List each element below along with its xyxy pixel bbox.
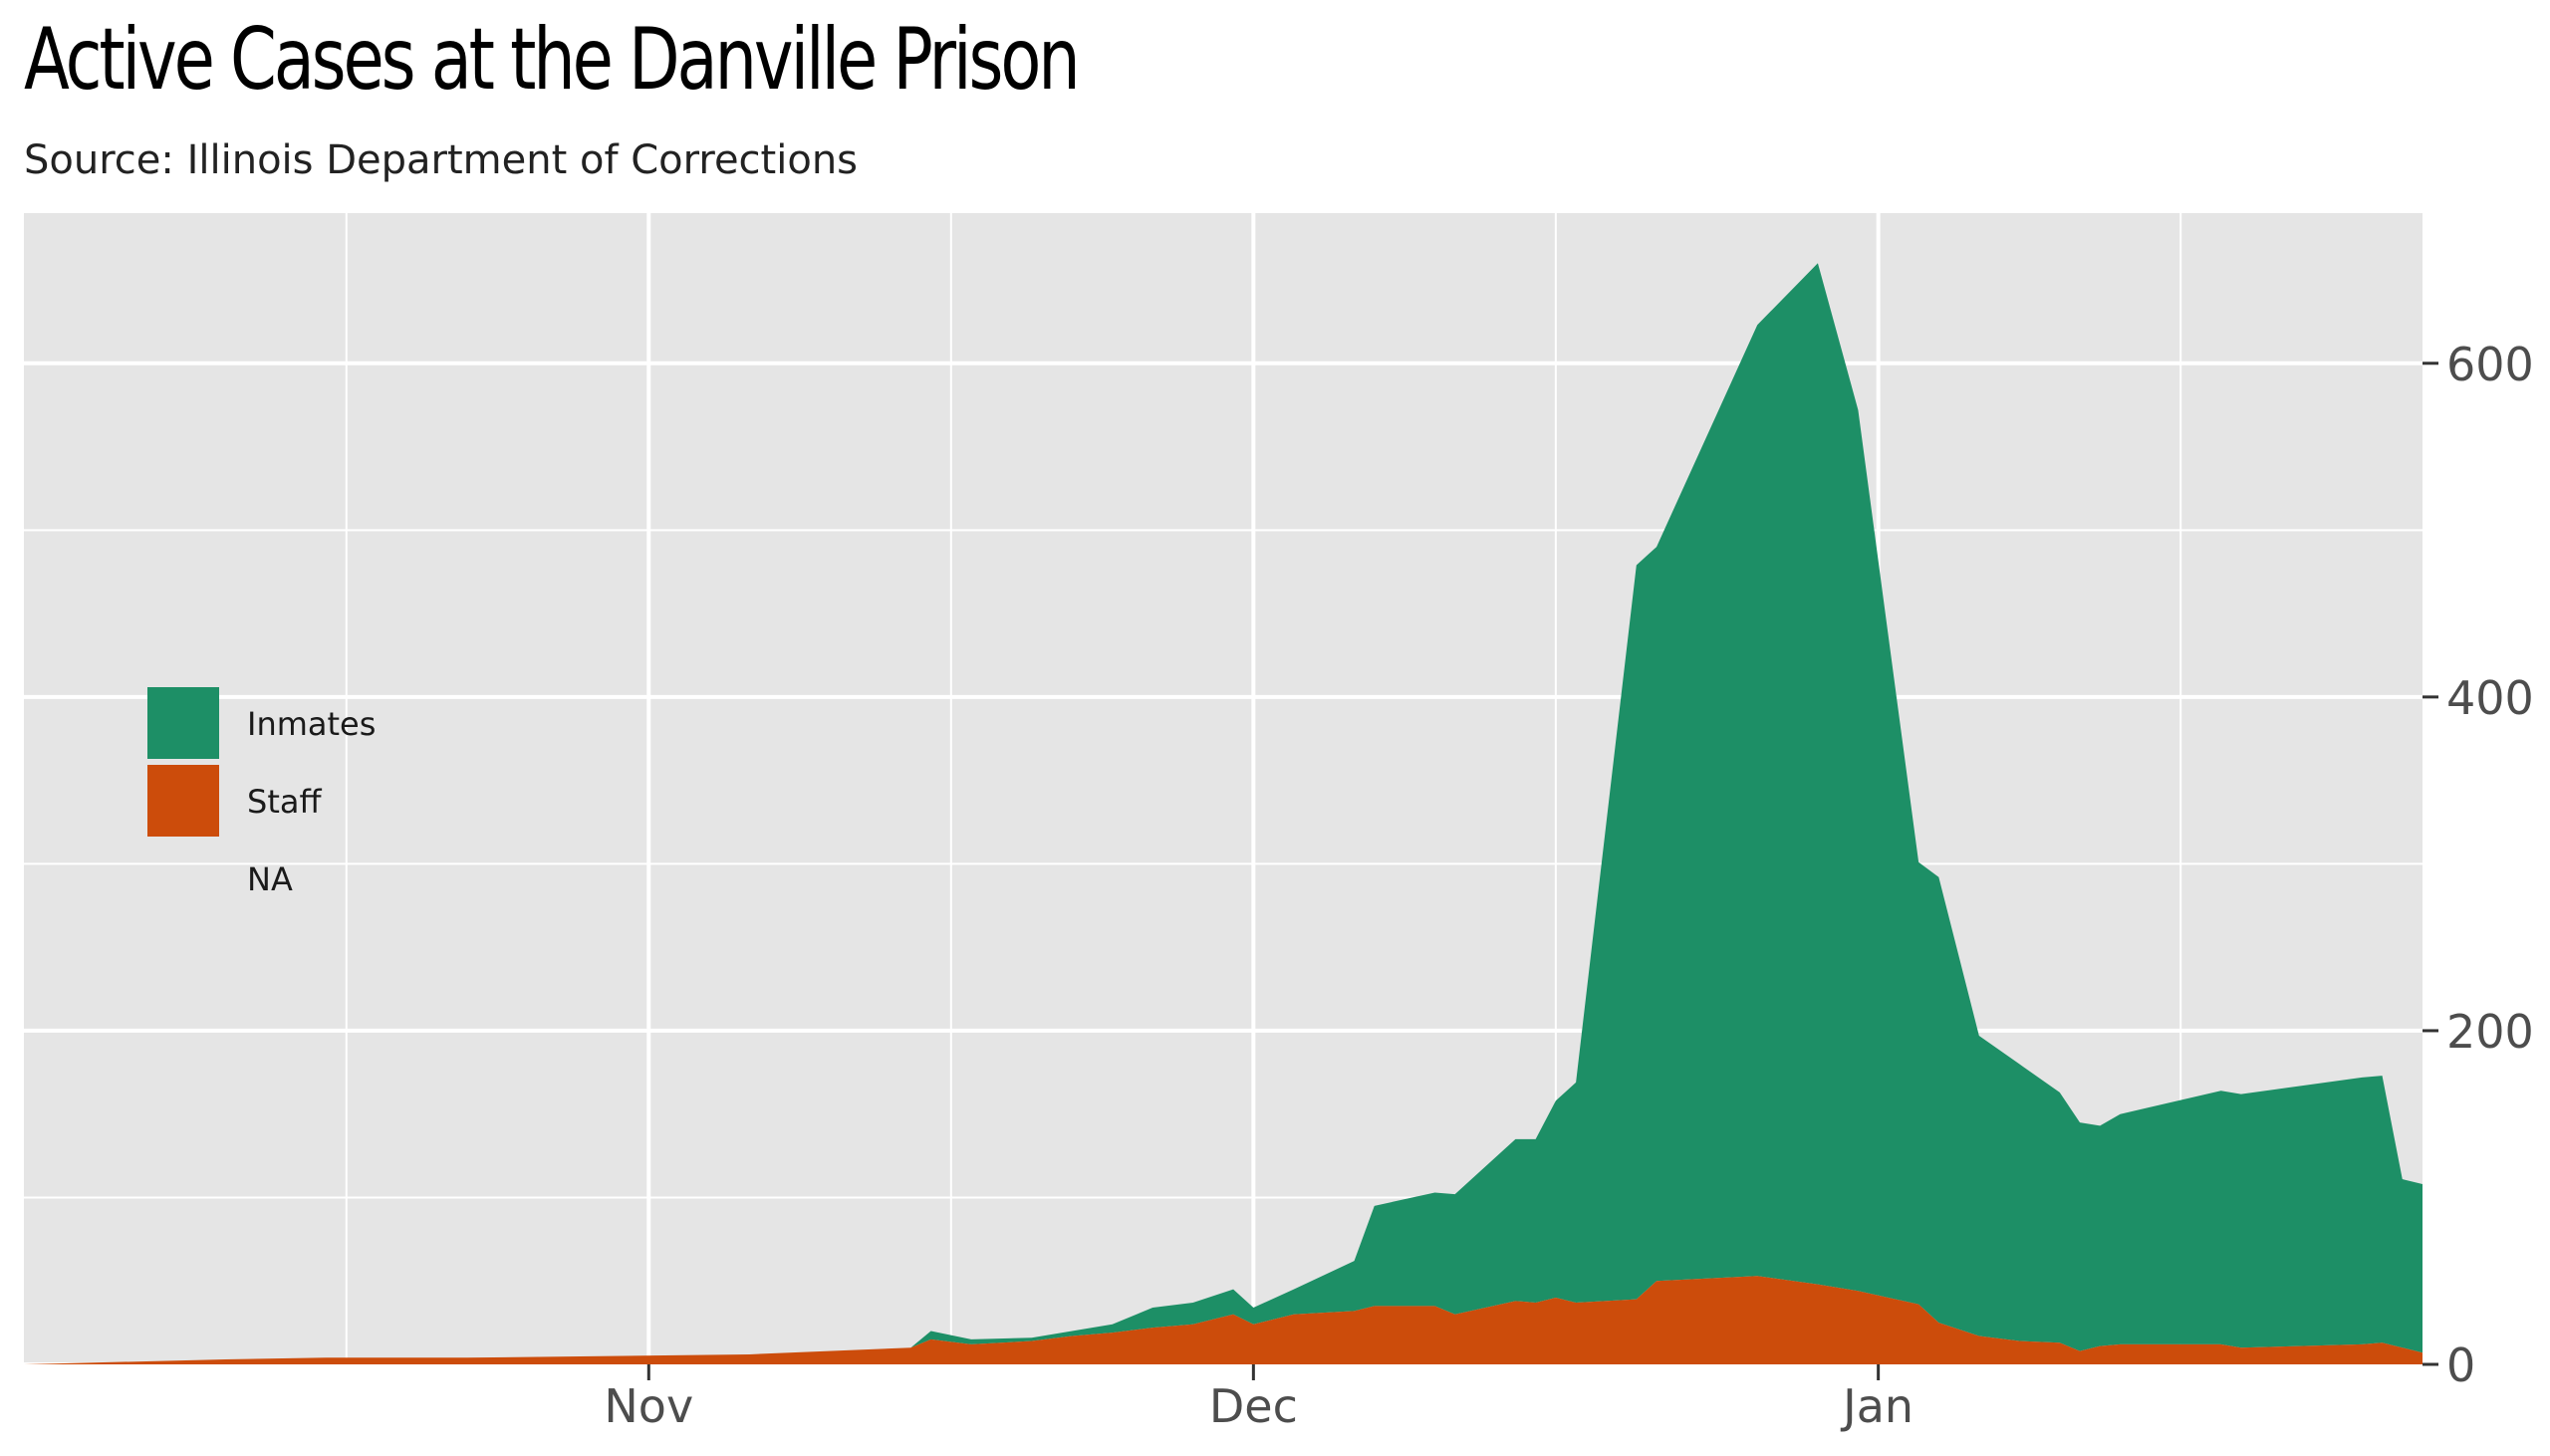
area-inmates [24, 263, 2422, 1364]
axes: 0 200 400 600 Nov Dec Jan [604, 338, 2533, 1433]
y-tick-label: 600 [2446, 338, 2534, 391]
y-tick-label: 0 [2446, 1338, 2475, 1392]
area-staff [24, 1276, 2422, 1364]
legend-item-na: NA [147, 843, 446, 914]
legend-label-staff: Staff [247, 783, 322, 821]
chart-title: Active Cases at the Danville Prison [24, 10, 1081, 110]
y-tick-label: 400 [2446, 671, 2534, 725]
legend-swatch-staff [147, 765, 219, 837]
legend-label-na: NA [247, 860, 293, 898]
legend-swatch-na [147, 843, 219, 914]
area-series [24, 263, 2422, 1364]
chart-subtitle: Source: Illinois Department of Correctio… [24, 137, 859, 183]
x-tick-label: Nov [604, 1379, 693, 1433]
legend-label-inmates: Inmates [247, 705, 377, 743]
legend-item-inmates: Inmates [147, 687, 446, 759]
legend-swatch-inmates [147, 687, 219, 759]
legend-item-staff: Staff [147, 765, 446, 837]
x-tick-label: Jan [1840, 1379, 1913, 1433]
x-tick-label: Dec [1209, 1379, 1298, 1433]
y-tick-label: 200 [2446, 1005, 2534, 1059]
